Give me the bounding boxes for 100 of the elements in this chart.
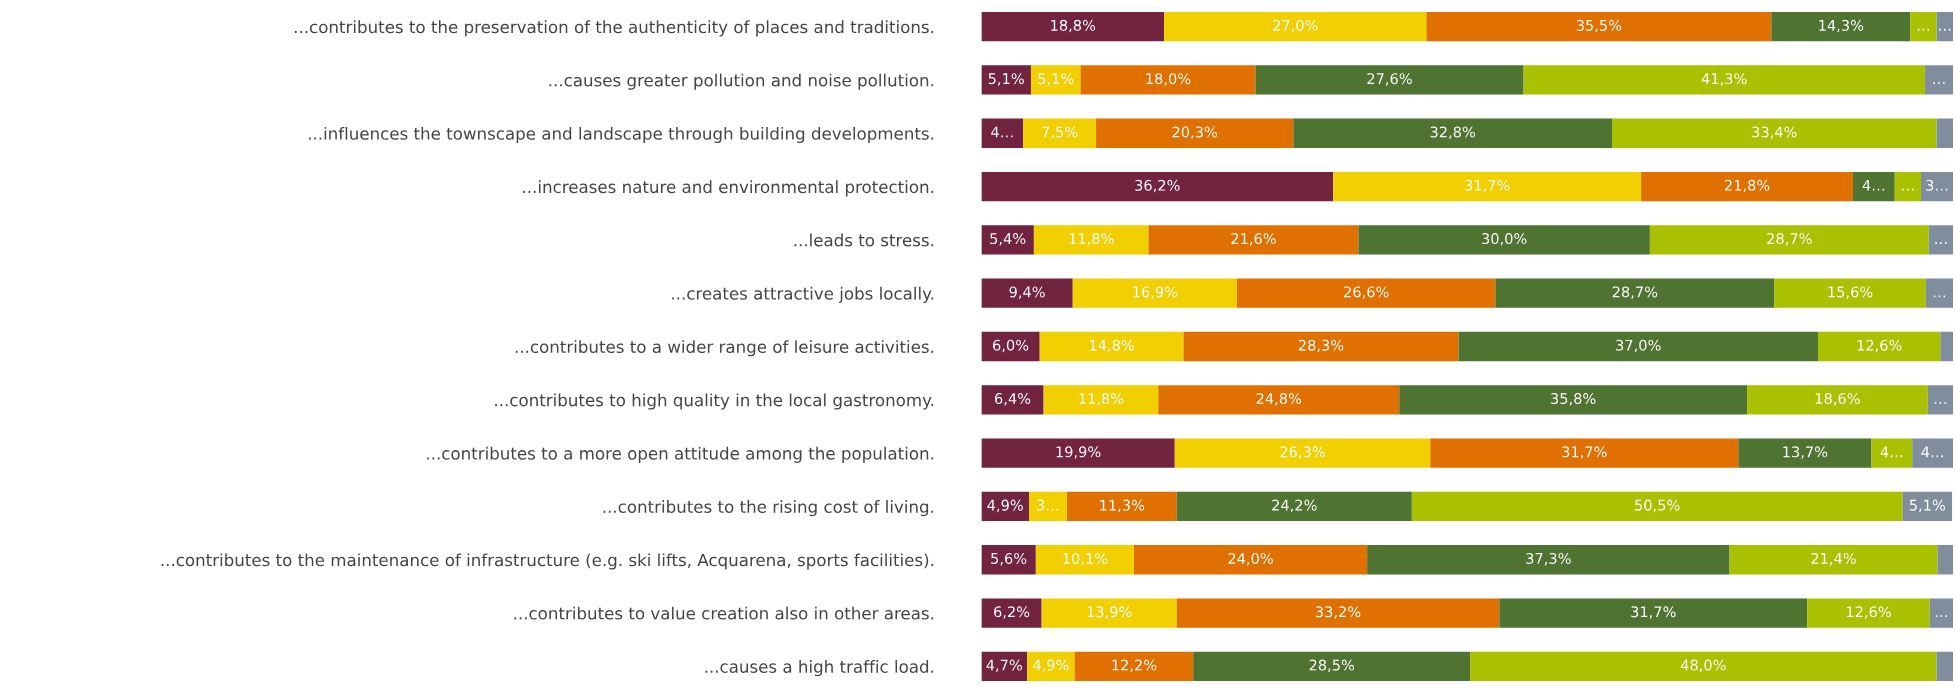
bar <box>1236 278 1496 308</box>
data-label: 4… <box>1880 446 1903 458</box>
bar <box>1029 491 1067 522</box>
data-label: 41,3% <box>1701 73 1747 86</box>
bar <box>1470 651 1937 682</box>
data-label: 37,0% <box>1616 339 1661 353</box>
bar <box>1929 598 1954 628</box>
y-tick-label: ...contributes to the rising cost of living. <box>603 500 934 517</box>
bar <box>1925 278 1954 308</box>
data-label: … <box>1935 242 1947 244</box>
bar <box>1333 171 1642 202</box>
data-label: 4,7% <box>986 659 1022 673</box>
bar <box>1043 385 1159 415</box>
bar <box>981 171 1334 202</box>
bar <box>1936 651 1954 682</box>
data-label: 4… <box>1921 446 1943 458</box>
bar <box>1771 11 1911 42</box>
data-label: 10,1% <box>1063 552 1108 566</box>
data-label: 12,6% <box>1846 606 1891 619</box>
bar <box>1817 331 1941 362</box>
bar <box>1255 65 1524 95</box>
data-label: 32,8% <box>1430 126 1476 139</box>
bar <box>1430 438 1739 468</box>
bar <box>1495 278 1775 308</box>
data-label: 3… <box>1037 499 1059 511</box>
data-label: 13,7% <box>1783 446 1828 459</box>
bar <box>1920 171 1954 202</box>
data-label: … <box>1933 82 1945 84</box>
bar <box>1176 491 1412 522</box>
bar <box>1458 331 1818 362</box>
bar <box>1936 11 1954 42</box>
data-label: 5,4% <box>990 233 1026 246</box>
data-label: 11,3% <box>1100 499 1145 513</box>
data-label: 35,5% <box>1576 19 1622 33</box>
data-label: 4,9% <box>987 499 1023 513</box>
bar <box>1074 651 1194 682</box>
data-label: 20,3% <box>1172 126 1218 139</box>
data-label: 31,7% <box>1562 446 1607 459</box>
data-label: … <box>1917 28 1930 31</box>
bar <box>1176 598 1500 628</box>
data-label: 12,6% <box>1857 339 1902 353</box>
bar <box>981 491 1030 522</box>
bar <box>1066 491 1177 522</box>
bar <box>1027 651 1075 682</box>
bar <box>1164 11 1427 42</box>
bar <box>981 278 1073 308</box>
data-label: 19,9% <box>1056 446 1101 459</box>
data-label: 21,4% <box>1811 552 1856 566</box>
data-label: 18,6% <box>1815 393 1860 406</box>
data-label: 27,6% <box>1367 73 1412 86</box>
bar <box>1649 225 1929 255</box>
bar <box>1871 438 1913 468</box>
bar <box>1499 598 1808 628</box>
bar <box>1426 11 1772 42</box>
bar <box>981 385 1044 415</box>
data-label: 33,2% <box>1315 606 1361 619</box>
data-label: 18,8% <box>1051 19 1096 33</box>
bar <box>981 651 1028 682</box>
data-label: … <box>1935 615 1947 618</box>
bar <box>1030 65 1081 95</box>
data-label: 5,1% <box>1038 73 1074 86</box>
data-label: 6,4% <box>995 393 1031 406</box>
bar <box>1729 545 1938 575</box>
bar <box>1358 225 1650 255</box>
data-label: 3… <box>1926 179 1948 191</box>
bar <box>1937 545 1954 575</box>
bar <box>1293 118 1612 148</box>
data-label: 5,1% <box>1909 499 1946 513</box>
data-label: 4… <box>991 126 1013 138</box>
data-label: 28,5% <box>1309 659 1355 673</box>
bar <box>981 545 1036 575</box>
bar <box>1411 491 1903 522</box>
bar <box>1399 385 1748 415</box>
y-tick-label: ...contributes to a more open attitude among the population. <box>427 446 934 463</box>
data-label: 26,6% <box>1344 286 1389 299</box>
data-label: 37,3% <box>1526 552 1571 566</box>
bar <box>1738 438 1872 468</box>
data-label: 28,3% <box>1298 339 1344 353</box>
bar <box>1174 438 1431 468</box>
bar <box>981 65 1031 95</box>
bar <box>981 225 1034 255</box>
bar <box>1033 225 1149 255</box>
bar <box>1936 118 1954 148</box>
data-label: 30,0% <box>1482 233 1527 246</box>
y-tick-label: ...contributes to the preservation of the authenticity of places and traditions. <box>294 20 934 37</box>
data-label: 33,4% <box>1752 126 1797 139</box>
y-tick-label: ...increases nature and environmental protection. <box>523 180 934 197</box>
bar <box>1039 331 1184 362</box>
bar <box>1774 278 1926 308</box>
y-tick-label: ...contributes to the maintenance of infrastructure (e.g. ski lifts, Acquarena, sports facilities). <box>161 553 934 570</box>
bar <box>1852 171 1895 202</box>
bar <box>1940 331 1954 362</box>
data-label: 7,5% <box>1042 126 1078 139</box>
bar <box>1910 11 1937 42</box>
data-label: 15,6% <box>1828 286 1873 299</box>
bar <box>1193 651 1471 682</box>
data-label: 14,3% <box>1819 19 1864 33</box>
y-tick-label: ...influences the townscape and landscape through building developments. <box>308 126 934 144</box>
data-label: 11,8% <box>1069 233 1114 246</box>
data-label: 12,2% <box>1112 659 1157 673</box>
